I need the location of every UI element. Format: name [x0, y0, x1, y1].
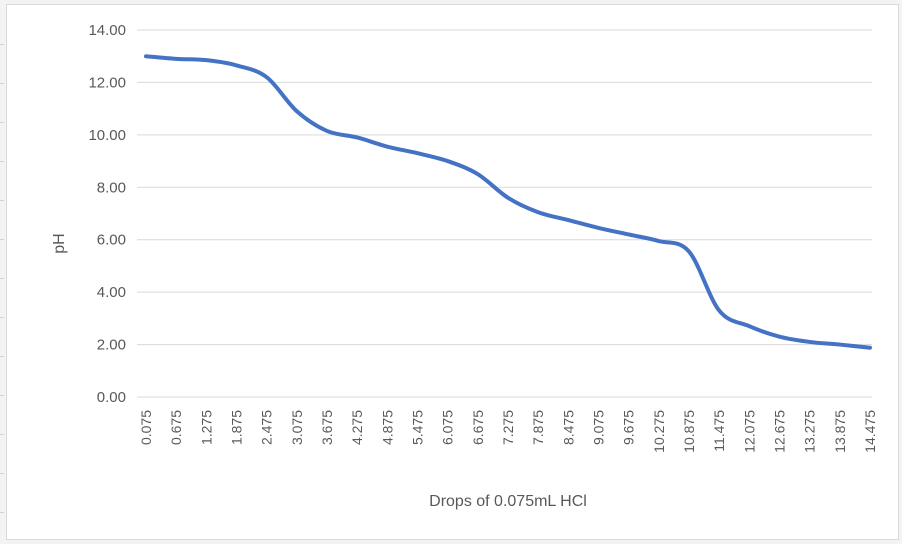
- sheet-gridline: [0, 161, 4, 162]
- x-tick-label: 10.875: [681, 410, 697, 453]
- y-tick-label: 14.00: [88, 22, 126, 39]
- x-tick-label: 6.075: [440, 410, 456, 445]
- x-tick-label: 1.875: [229, 410, 245, 445]
- gridlines: [137, 29, 872, 398]
- x-axis-ticks: 0.075 0.675 1.275 1.875 2.475 3.075 3.675 4.275…: [138, 410, 878, 453]
- x-tick-label: 5.475: [410, 410, 426, 445]
- x-axis-title: Drops of 0.075mL HCl: [429, 493, 587, 510]
- x-tick-label: 12.675: [772, 410, 788, 453]
- x-tick-label: 6.675: [470, 410, 486, 445]
- x-tick-label: 7.875: [530, 410, 546, 445]
- sheet-gridline: [0, 122, 4, 123]
- y-tick-label: 4.00: [97, 284, 126, 301]
- sheet-gridline: [0, 200, 4, 201]
- x-tick-label: 7.275: [500, 410, 516, 445]
- y-tick-label: 8.00: [97, 179, 126, 196]
- x-tick-label: 4.275: [349, 410, 365, 445]
- x-tick-label: 12.075: [741, 410, 757, 453]
- sheet-gridline: [0, 512, 4, 513]
- x-tick-label: 14.475: [862, 410, 878, 453]
- x-tick-label: 9.075: [591, 410, 607, 445]
- sheet-gridline: [0, 317, 4, 318]
- sheet-gridline: [0, 395, 4, 396]
- x-tick-label: 3.075: [289, 410, 305, 445]
- y-axis-ticks: 0.00 2.00 4.00 6.00 8.00 10.00 12.00 14.00: [88, 22, 126, 406]
- sheet-gridline: [0, 44, 4, 45]
- chart-area[interactable]: [6, 4, 899, 540]
- x-tick-label: 10.275: [651, 410, 667, 453]
- x-tick-label: 1.275: [198, 410, 214, 445]
- y-tick-label: 6.00: [97, 232, 126, 249]
- sheet-gridline: [0, 356, 4, 357]
- sheet-gridline: [0, 239, 4, 240]
- x-tick-label: 0.675: [168, 410, 184, 445]
- x-tick-label: 13.875: [832, 410, 848, 453]
- x-tick-label: 0.075: [138, 410, 154, 445]
- y-axis-title: pH: [51, 233, 68, 253]
- x-tick-label: 13.275: [802, 410, 818, 453]
- y-tick-label: 2.00: [97, 337, 126, 354]
- x-tick-label: 4.875: [379, 410, 395, 445]
- y-tick-label: 10.00: [88, 127, 126, 144]
- x-tick-label: 9.675: [621, 410, 637, 445]
- sheet-gridline: [0, 83, 4, 84]
- sheet-gridline: [0, 278, 4, 279]
- y-tick-label: 0.00: [97, 389, 126, 406]
- x-tick-label: 11.475: [711, 410, 727, 452]
- x-tick-label: 3.675: [319, 410, 335, 445]
- y-tick-label: 12.00: [88, 74, 126, 91]
- x-tick-label: 2.475: [259, 410, 275, 445]
- sheet-gridline: [0, 473, 4, 474]
- sheet-gridline: [0, 434, 4, 435]
- ph-series-line[interactable]: [144, 54, 872, 350]
- x-tick-label: 8.475: [560, 410, 576, 445]
